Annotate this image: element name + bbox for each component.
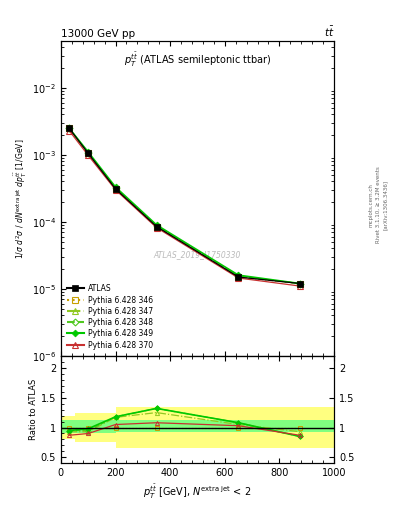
Text: Rivet 3.1.10, ≥ 3.2M events: Rivet 3.1.10, ≥ 3.2M events bbox=[376, 166, 380, 243]
Text: mcplots.cern.ch: mcplots.cern.ch bbox=[369, 183, 373, 227]
Line: ATLAS: ATLAS bbox=[66, 125, 303, 287]
Y-axis label: $1/\sigma\ d^2\sigma\ /\ dN^{\mathrm{extra\ jet}}\ dp_T^{\bar{t}\bar{t}}\ \mathr: $1/\sigma\ d^2\sigma\ /\ dN^{\mathrm{ext… bbox=[13, 138, 29, 259]
X-axis label: $p_T^{t\bar{t}}$ [GeV], $N^{\mathrm{extra\ jet}}$ < 2: $p_T^{t\bar{t}}$ [GeV], $N^{\mathrm{extr… bbox=[143, 482, 252, 501]
Text: $p_T^{t\bar{t}}$ (ATLAS semileptonic ttbar): $p_T^{t\bar{t}}$ (ATLAS semileptonic ttb… bbox=[124, 50, 271, 69]
ATLAS bbox=[154, 223, 159, 229]
Text: 13000 GeV pp: 13000 GeV pp bbox=[61, 29, 135, 39]
ATLAS bbox=[298, 281, 302, 287]
Legend: ATLAS, Pythia 6.428 346, Pythia 6.428 347, Pythia 6.428 348, Pythia 6.428 349, P: ATLAS, Pythia 6.428 346, Pythia 6.428 34… bbox=[65, 282, 155, 352]
Text: ATLAS_2019_I1750330: ATLAS_2019_I1750330 bbox=[154, 250, 241, 260]
Y-axis label: Ratio to ATLAS: Ratio to ATLAS bbox=[29, 379, 38, 440]
ATLAS bbox=[86, 151, 90, 157]
Text: [arXiv:1306.3436]: [arXiv:1306.3436] bbox=[383, 180, 387, 230]
ATLAS bbox=[236, 274, 241, 280]
Text: $t\bar{t}$: $t\bar{t}$ bbox=[323, 25, 334, 39]
ATLAS bbox=[67, 125, 72, 131]
ATLAS bbox=[113, 186, 118, 192]
